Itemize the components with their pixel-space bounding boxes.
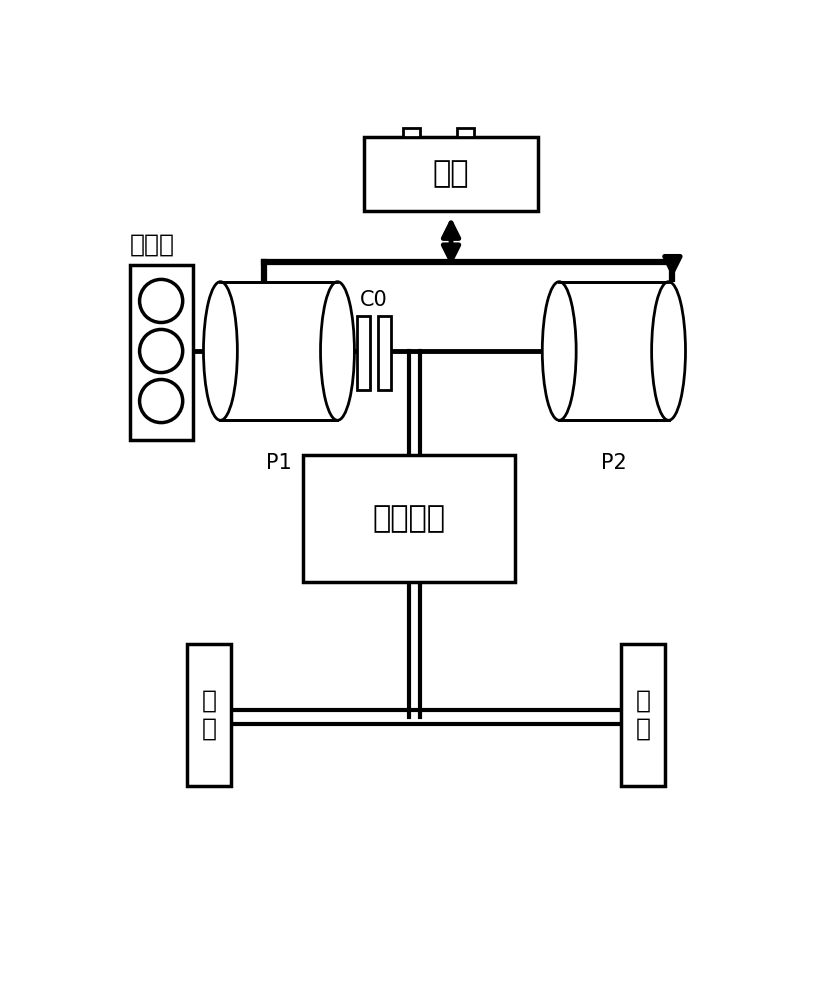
Polygon shape: [403, 128, 420, 137]
Text: 传动系统: 传动系统: [372, 504, 445, 533]
Polygon shape: [187, 644, 231, 786]
Ellipse shape: [321, 282, 354, 420]
Text: C0: C0: [360, 290, 387, 310]
Text: 车
轮: 车 轮: [202, 689, 217, 741]
Polygon shape: [457, 128, 473, 137]
Ellipse shape: [204, 282, 237, 420]
Ellipse shape: [651, 282, 686, 420]
Ellipse shape: [542, 282, 576, 420]
Polygon shape: [559, 282, 669, 420]
Polygon shape: [377, 316, 391, 389]
Text: P1: P1: [266, 453, 291, 473]
Polygon shape: [620, 644, 665, 786]
Polygon shape: [129, 265, 193, 440]
Text: P2: P2: [601, 453, 627, 473]
Polygon shape: [220, 282, 337, 420]
Text: 电池: 电池: [433, 159, 469, 188]
Polygon shape: [364, 137, 538, 211]
Polygon shape: [303, 455, 514, 582]
Text: 发动机: 发动机: [129, 233, 175, 257]
Polygon shape: [357, 316, 370, 389]
Text: 车
轮: 车 轮: [635, 689, 650, 741]
